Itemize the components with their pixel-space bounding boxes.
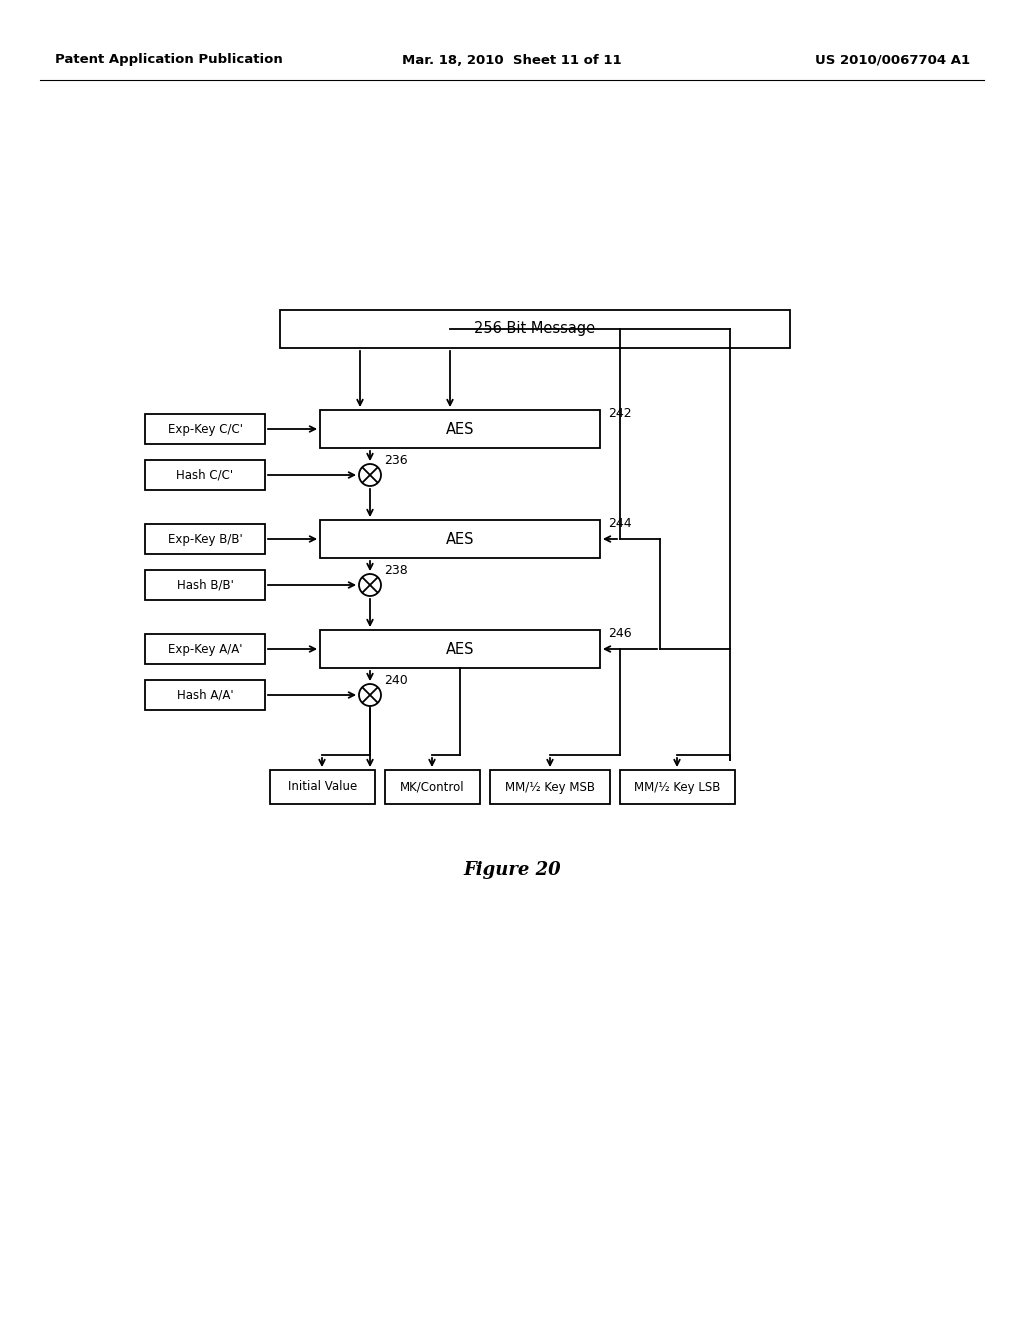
Text: Figure 20: Figure 20: [463, 861, 561, 879]
Text: AES: AES: [445, 532, 474, 546]
Text: 240: 240: [384, 675, 408, 686]
Bar: [319, 411, 600, 447]
Text: Hash B/B': Hash B/B': [176, 578, 233, 591]
Text: 246: 246: [608, 627, 632, 640]
Circle shape: [359, 465, 381, 486]
Bar: [145, 524, 265, 554]
Text: Hash C/C': Hash C/C': [176, 469, 233, 482]
Bar: [620, 770, 735, 804]
Text: 244: 244: [608, 517, 632, 531]
Text: US 2010/0067704 A1: US 2010/0067704 A1: [815, 54, 970, 66]
Text: 236: 236: [384, 454, 408, 467]
Bar: [145, 414, 265, 444]
Bar: [280, 310, 790, 348]
Bar: [319, 630, 600, 668]
Bar: [385, 770, 480, 804]
Bar: [490, 770, 610, 804]
Text: Exp-Key C/C': Exp-Key C/C': [168, 422, 243, 436]
Text: AES: AES: [445, 421, 474, 437]
Text: Patent Application Publication: Patent Application Publication: [55, 54, 283, 66]
Text: AES: AES: [445, 642, 474, 656]
Text: MK/Control: MK/Control: [400, 780, 465, 793]
Bar: [319, 520, 600, 558]
Text: MM/½ Key LSB: MM/½ Key LSB: [634, 780, 721, 793]
Bar: [270, 770, 375, 804]
Text: Hash A/A': Hash A/A': [177, 689, 233, 701]
Bar: [145, 634, 265, 664]
Text: Mar. 18, 2010  Sheet 11 of 11: Mar. 18, 2010 Sheet 11 of 11: [402, 54, 622, 66]
Text: 256 Bit Message: 256 Bit Message: [474, 322, 596, 337]
Bar: [145, 459, 265, 490]
Text: Initial Value: Initial Value: [288, 780, 357, 793]
Bar: [145, 570, 265, 601]
Text: MM/½ Key MSB: MM/½ Key MSB: [505, 780, 595, 793]
Circle shape: [359, 684, 381, 706]
Text: 238: 238: [384, 564, 408, 577]
Text: Exp-Key B/B': Exp-Key B/B': [168, 532, 243, 545]
Circle shape: [359, 574, 381, 597]
Text: 242: 242: [608, 407, 632, 420]
Bar: [145, 680, 265, 710]
Text: Exp-Key A/A': Exp-Key A/A': [168, 643, 243, 656]
